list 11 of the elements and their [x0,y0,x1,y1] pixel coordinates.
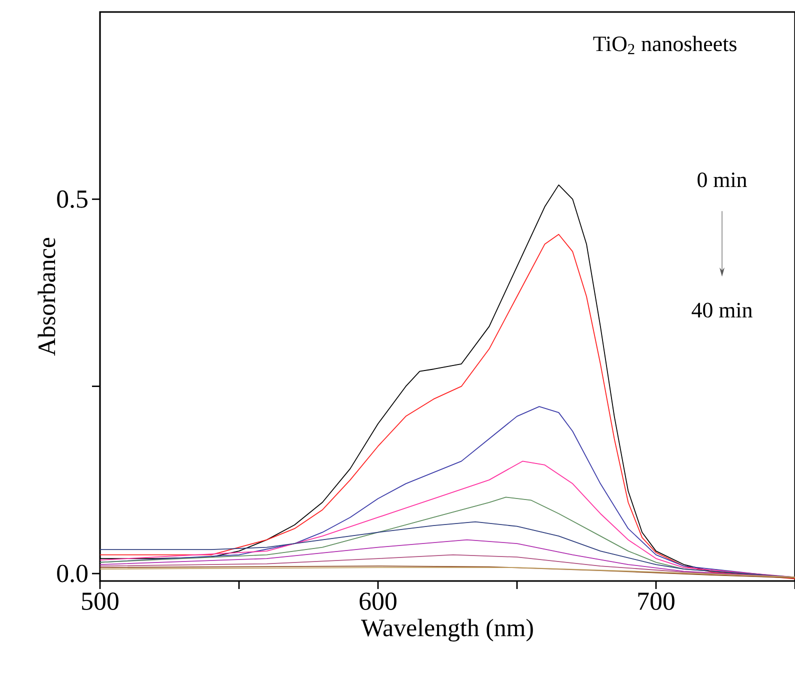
annotation: 0 min [698,172,747,188]
x-tick-label: 600 [360,592,396,610]
y-axis-title: Absorbance [38,238,56,356]
line-series [100,554,795,578]
x-axis-title: Wavelength (nm) [361,618,533,642]
x-tick-label: 500 [82,592,118,610]
y-tick-label: 0.0 [57,564,88,582]
annotation: 40 min [692,302,752,318]
y-tick-label: 0.5 [57,190,88,208]
x-tick-label: 700 [638,592,674,610]
annotation: TiO$_{2}$ nanosheets [593,36,736,54]
